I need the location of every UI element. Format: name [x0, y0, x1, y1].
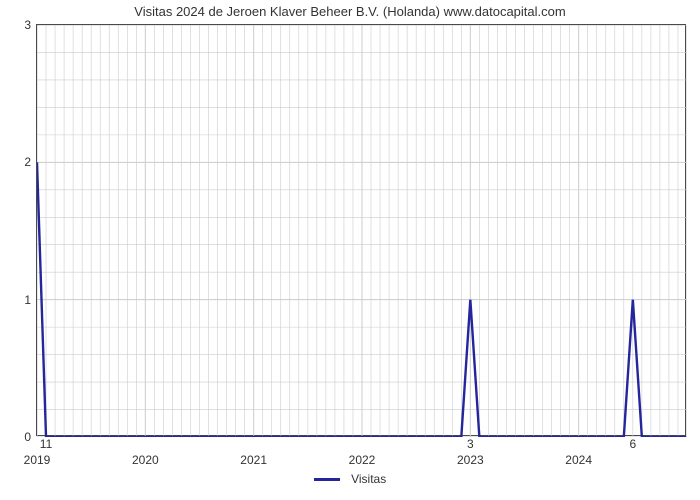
y-tick-label: 2	[24, 155, 31, 169]
plot-svg	[37, 25, 687, 437]
y-tick-label: 0	[24, 430, 31, 444]
y-tick-label: 1	[24, 293, 31, 307]
legend-swatch	[314, 478, 340, 481]
y-tick-label: 3	[24, 18, 31, 32]
x-tick-label: 2022	[349, 453, 376, 467]
x-tick-label: 2020	[132, 453, 159, 467]
x-under-label: 6	[629, 437, 636, 451]
legend-label: Visitas	[351, 472, 386, 486]
x-tick-label: 2019	[24, 453, 51, 467]
x-tick-label: 2023	[457, 453, 484, 467]
x-under-label: 11	[40, 437, 52, 451]
x-tick-label: 2021	[240, 453, 267, 467]
plot-area: 01232019202020212022202320241136	[36, 24, 686, 436]
chart-title: Visitas 2024 de Jeroen Klaver Beheer B.V…	[0, 4, 700, 19]
legend: Visitas	[0, 472, 700, 486]
chart-container: Visitas 2024 de Jeroen Klaver Beheer B.V…	[0, 0, 700, 500]
x-tick-label: 2024	[565, 453, 592, 467]
x-under-label: 3	[467, 437, 474, 451]
